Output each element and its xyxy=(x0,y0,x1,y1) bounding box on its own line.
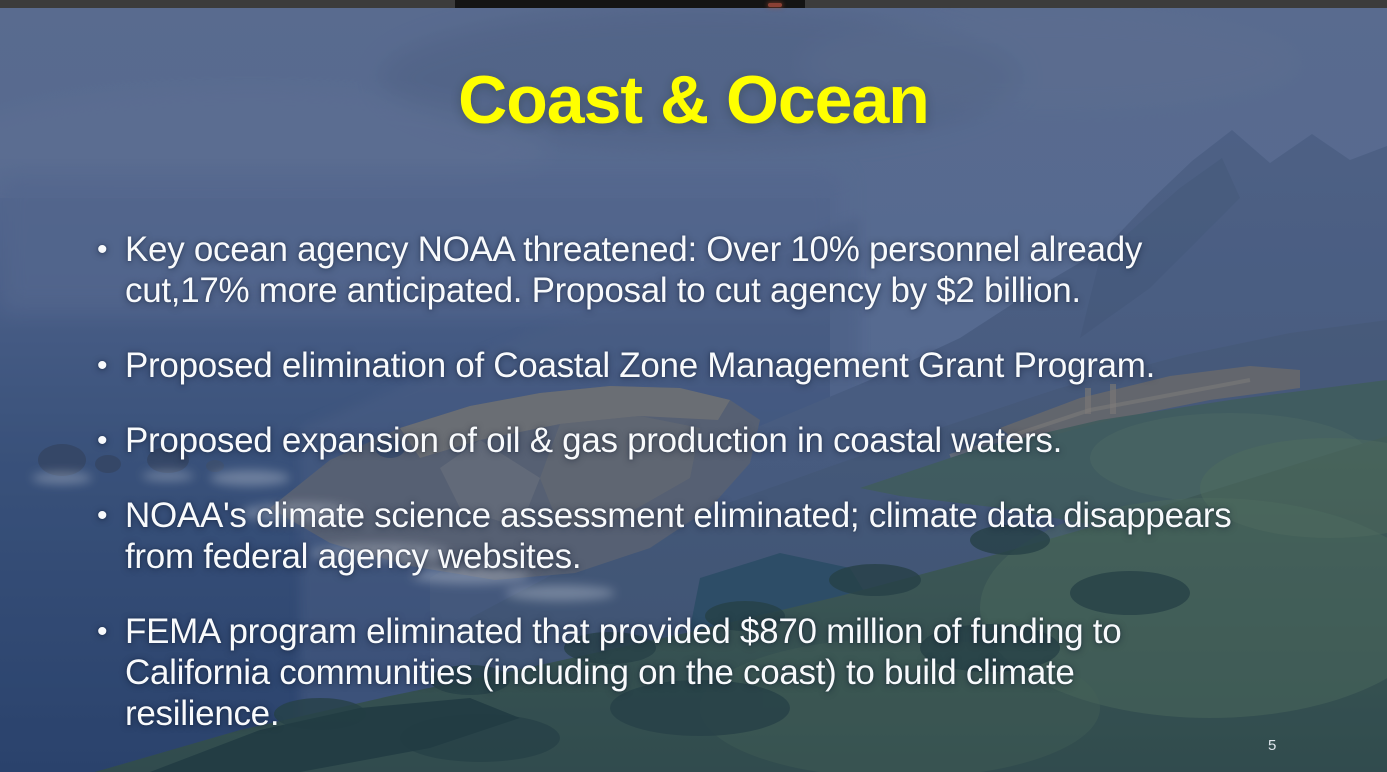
bullet-list: • Key ocean agency NOAA threatened: Over… xyxy=(97,229,1372,768)
bullet-marker: • xyxy=(97,349,108,382)
bullet-text: NOAA's climate science assessment elimin… xyxy=(125,495,1372,577)
bullet-text: Proposed expansion of oil & gas producti… xyxy=(125,420,1372,461)
top-app-bar-center-segment xyxy=(455,0,805,8)
bullet-item-3: • Proposed expansion of oil & gas produc… xyxy=(97,420,1372,461)
bullet-line: Key ocean agency NOAA threatened: Over 1… xyxy=(125,230,1143,269)
bullet-line: Proposed expansion of oil & gas producti… xyxy=(125,421,1062,460)
bullet-item-1: • Key ocean agency NOAA threatened: Over… xyxy=(97,229,1372,311)
bullet-line: from federal agency websites. xyxy=(125,537,582,576)
bullet-line: resilience. xyxy=(125,694,280,733)
bullet-marker: • xyxy=(97,424,108,457)
bullet-line: NOAA's climate science assessment elimin… xyxy=(125,496,1232,535)
bullet-line: cut,17% more anticipated. Proposal to cu… xyxy=(125,271,1081,310)
top-app-bar xyxy=(0,0,1387,8)
bullet-line: FEMA program eliminated that provided $8… xyxy=(125,612,1122,651)
bullet-item-5: • FEMA program eliminated that provided … xyxy=(97,611,1372,734)
coastal-photo-background xyxy=(0,8,1387,772)
bullet-text: FEMA program eliminated that provided $8… xyxy=(125,611,1372,734)
page-number: 5 xyxy=(1268,737,1277,754)
bullet-item-4: • NOAA's climate science assessment elim… xyxy=(97,495,1372,577)
bullet-marker: • xyxy=(97,615,108,648)
presentation-slide[interactable]: Coast & Ocean • Key ocean agency NOAA th… xyxy=(0,8,1387,772)
bullet-line: California communities (including on the… xyxy=(125,653,1075,692)
bullet-marker: • xyxy=(97,233,108,266)
bullet-text: Proposed elimination of Coastal Zone Man… xyxy=(125,345,1372,386)
bullet-item-2: • Proposed elimination of Coastal Zone M… xyxy=(97,345,1372,386)
slide-title: Coast & Ocean xyxy=(458,62,930,138)
bullet-text: Key ocean agency NOAA threatened: Over 1… xyxy=(125,229,1372,311)
bullet-marker: • xyxy=(97,499,108,532)
cliffs xyxy=(32,386,880,708)
top-app-bar-red-speck xyxy=(768,3,782,7)
bullet-line: Proposed elimination of Coastal Zone Man… xyxy=(125,346,1155,385)
photo-blue-overlay xyxy=(0,8,1387,772)
greenery xyxy=(95,436,1387,772)
